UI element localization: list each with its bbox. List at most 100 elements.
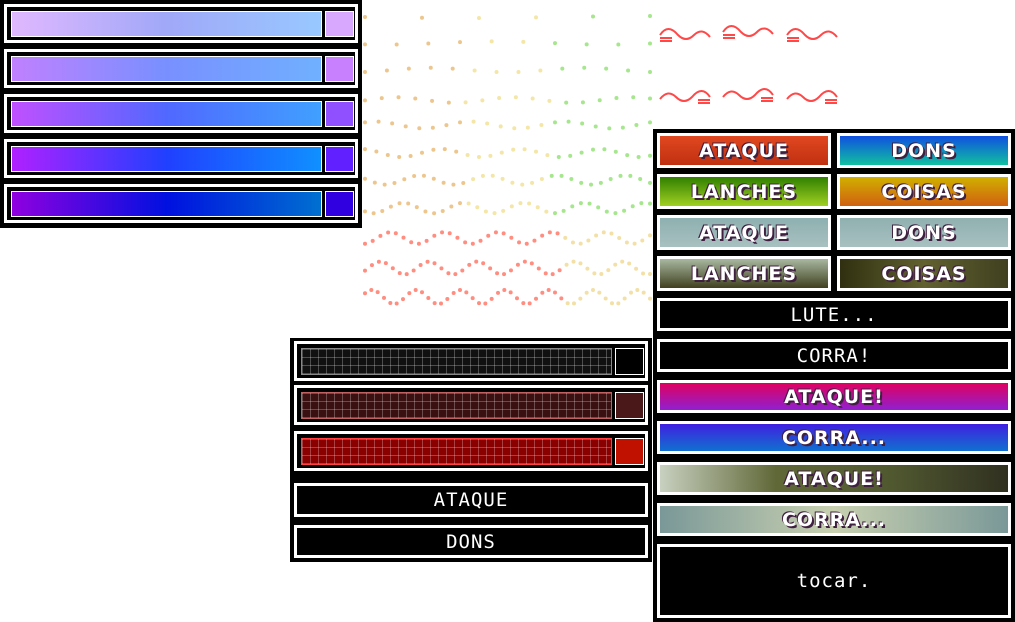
wave-dot (481, 261, 486, 266)
wave-dot (455, 235, 460, 240)
wave-dot (501, 208, 506, 213)
wave-dot (499, 150, 504, 155)
wave-dot (423, 209, 428, 214)
wave-dot (561, 208, 566, 213)
menu-button-lanches[interactable]: LANCHES (653, 170, 835, 213)
wave-dot (471, 119, 476, 124)
menu-button-dons[interactable]: DONS (290, 521, 652, 562)
menu-button-ataque[interactable]: ATAQUE (290, 479, 652, 521)
wave-dot (446, 271, 451, 276)
wave-dot (397, 271, 402, 276)
gauge-fill (11, 56, 322, 82)
wave-dot (540, 233, 545, 238)
hand-squiggle-icon (659, 28, 711, 42)
gauge-frame (4, 94, 358, 133)
wave-dot (571, 259, 576, 264)
wave-dot (532, 238, 537, 243)
gauge-swatch (325, 56, 354, 82)
wave-dot (485, 121, 490, 126)
wave-dot (413, 96, 418, 101)
wave-dot (444, 123, 449, 128)
wave-dot (439, 301, 443, 306)
menu-button-dons[interactable]: DONS (833, 211, 1015, 254)
wave-dot (508, 268, 513, 273)
wave-dot (390, 121, 395, 126)
wave-dot (594, 233, 599, 238)
menu-button-ataque[interactable]: ATAQUE! (653, 376, 1015, 417)
button-face: DONS (837, 133, 1011, 168)
wave-dot (592, 271, 597, 276)
wave-dot (382, 295, 386, 300)
wave-dot (572, 301, 576, 306)
button-label: LANCHES (690, 180, 798, 203)
wave-dot (458, 288, 462, 293)
hand-squiggle-icon (786, 28, 838, 42)
hp-bar-fill (301, 392, 612, 419)
menu-button-coisas[interactable]: COISAS (833, 252, 1015, 295)
menu-button-dons[interactable]: DONS (833, 129, 1015, 172)
wave-dot (648, 180, 652, 185)
button-face: COISAS (837, 174, 1011, 209)
button-face: LANCHES (657, 174, 831, 209)
wave-dot (472, 68, 477, 73)
wave-dot (454, 149, 459, 154)
menu-button-ataque[interactable]: ATAQUE! (653, 458, 1015, 499)
button-label: tocar. (796, 570, 872, 592)
button-label: DONS (891, 221, 957, 244)
wave-dot (420, 290, 424, 295)
wave-dot (500, 176, 505, 181)
wave-dot (601, 230, 606, 235)
wave-dot (477, 301, 481, 306)
wave-dot (463, 240, 468, 245)
menu-button-ataque[interactable]: ATAQUE (653, 211, 835, 254)
wave-dot (618, 173, 623, 178)
wave-dot (390, 266, 395, 271)
wave-dot (431, 147, 436, 152)
wave-dot (432, 301, 437, 306)
menu-button-lanches[interactable]: LANCHES (653, 252, 835, 295)
wave-dot (384, 68, 389, 73)
wave-dot (584, 42, 589, 47)
wave-dot (539, 123, 544, 128)
wave-dot (406, 66, 411, 71)
wave-dot (363, 268, 367, 273)
wave-dot (566, 119, 571, 124)
wave-dot (570, 204, 575, 209)
button-face: ATAQUE! (657, 462, 1011, 495)
wave-dot (369, 263, 374, 268)
wave-dot (539, 177, 544, 182)
wave-dot (392, 181, 397, 186)
gauge-frame (4, 4, 358, 43)
menu-button-corra[interactable]: CORRA! (653, 335, 1015, 376)
menu-button-lute[interactable]: LUTE... (653, 294, 1015, 335)
wave-dot (379, 96, 384, 101)
wave-dot (530, 96, 535, 101)
wave-dot (593, 124, 598, 129)
wave-dot (432, 211, 437, 216)
wave-dot (547, 230, 552, 235)
wave-dot (402, 177, 407, 182)
wave-dot (407, 291, 412, 296)
wave-dot (587, 201, 592, 206)
wave-dot (538, 68, 543, 73)
wave-dot (580, 121, 585, 126)
wave-dot (450, 66, 455, 71)
wave-dot (471, 177, 476, 182)
button-label: DONS (446, 530, 496, 553)
wave-dot (613, 262, 618, 267)
menu-button-ataque[interactable]: ATAQUE (653, 129, 835, 172)
wave-dot (406, 201, 411, 206)
wave-dot (412, 173, 417, 178)
wave-dot (534, 15, 538, 20)
hand-squiggle-icon (722, 25, 774, 39)
menu-button-coisas[interactable]: COISAS (833, 170, 1015, 213)
wave-dot (544, 209, 549, 214)
wave-dot (564, 100, 569, 105)
menu-button-corra[interactable]: CORRA... (653, 499, 1015, 540)
wave-dot (394, 301, 399, 306)
menu-button-tocar[interactable]: tocar. (653, 540, 1015, 622)
menu-button-corra[interactable]: CORRA... (653, 417, 1015, 458)
gauge-panel (0, 0, 362, 228)
wave-dot (424, 238, 429, 243)
wave-dot (597, 290, 602, 295)
